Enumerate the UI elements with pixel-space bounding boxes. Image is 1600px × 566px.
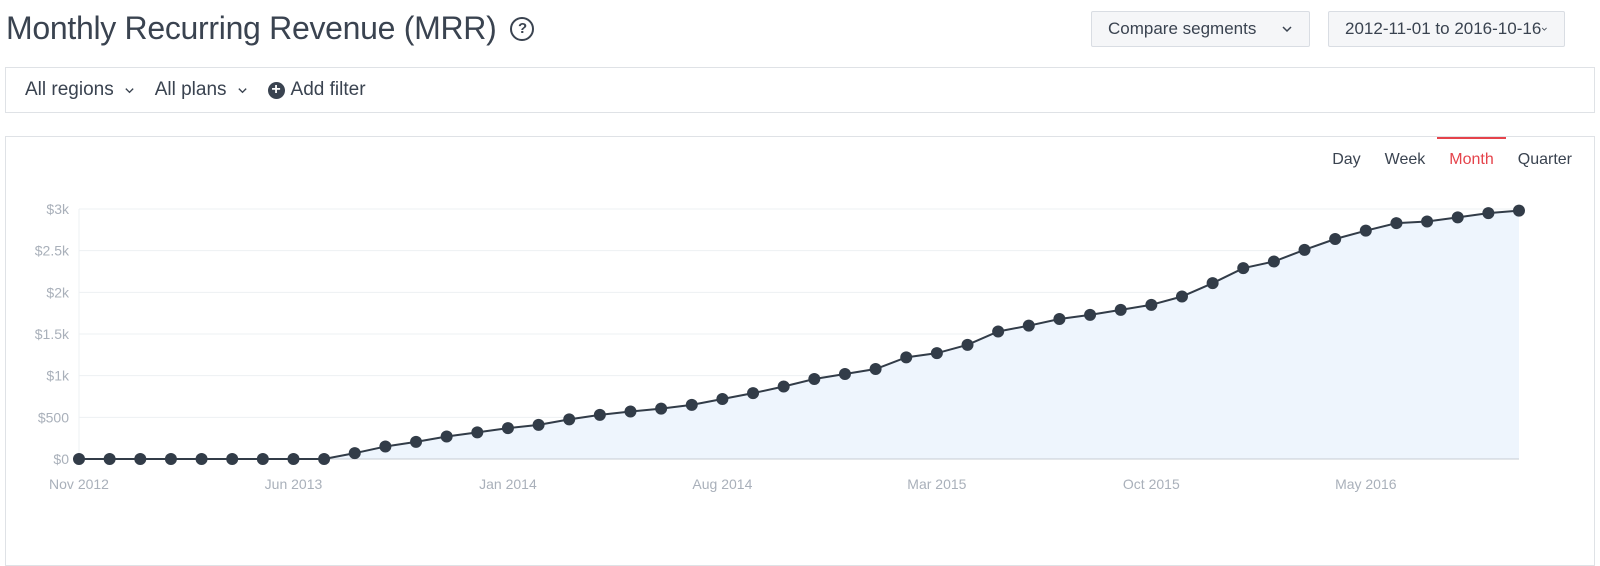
x-tick-label: Oct 2015 bbox=[1123, 476, 1180, 492]
plans-filter-dropdown[interactable]: All plans bbox=[155, 79, 248, 101]
tab-day[interactable]: Day bbox=[1332, 151, 1361, 168]
data-point bbox=[195, 453, 208, 465]
data-point bbox=[838, 368, 851, 380]
data-point bbox=[348, 447, 361, 460]
x-tick-label: Aug 2014 bbox=[692, 476, 752, 492]
data-point bbox=[685, 398, 698, 411]
data-point bbox=[593, 408, 606, 421]
y-tick-label: $2k bbox=[46, 284, 70, 300]
x-tick-label: May 2016 bbox=[1335, 476, 1397, 492]
regions-filter-label: All regions bbox=[25, 79, 114, 100]
data-point bbox=[440, 430, 453, 443]
data-point bbox=[501, 422, 514, 435]
data-point bbox=[1206, 277, 1219, 290]
data-point bbox=[287, 453, 300, 465]
chevron-down-icon bbox=[237, 87, 247, 93]
mrr-chart: $0 $500 $1k $1.5k $2k $2.5k $3k Nov 2012 Jun 201… bbox=[35, 201, 1525, 492]
plus-circle-icon: + bbox=[267, 81, 285, 99]
data-point bbox=[563, 413, 576, 426]
data-point bbox=[992, 325, 1005, 338]
tab-week[interactable]: Week bbox=[1384, 151, 1426, 168]
data-point bbox=[1451, 211, 1464, 224]
page-title: Monthly Recurring Revenue (MRR) ? bbox=[6, 10, 535, 47]
data-point bbox=[134, 453, 147, 465]
data-point bbox=[256, 453, 269, 465]
data-point bbox=[869, 363, 882, 375]
data-point bbox=[961, 338, 974, 351]
data-point bbox=[808, 373, 821, 385]
y-tick-label: $1.5k bbox=[35, 326, 70, 342]
x-tick-label: Jan 2014 bbox=[479, 476, 537, 492]
chevron-down-icon bbox=[1282, 26, 1292, 33]
y-tick-label: $2.5k bbox=[35, 243, 70, 259]
data-point bbox=[73, 453, 85, 465]
x-tick-label: Jun 2013 bbox=[265, 476, 323, 492]
data-point bbox=[471, 426, 484, 439]
add-filter-button[interactable]: + Add filter bbox=[267, 79, 366, 101]
date-range-picker[interactable]: 2012-11-01 to 2016-10-16 bbox=[1328, 11, 1565, 47]
data-point bbox=[1482, 207, 1495, 220]
chevron-down-icon bbox=[125, 87, 134, 93]
period-tabs: Day Week Month Quarter bbox=[1320, 137, 1584, 171]
data-point bbox=[930, 347, 943, 360]
data-point bbox=[1084, 308, 1097, 321]
chevron-down-icon bbox=[1542, 27, 1548, 31]
help-icon[interactable]: ? bbox=[510, 16, 535, 41]
data-point bbox=[164, 453, 177, 465]
filter-bar: All regions All plans + Add filter bbox=[5, 67, 1595, 113]
area-fill bbox=[79, 210, 1519, 459]
tab-month[interactable]: Month bbox=[1437, 137, 1506, 171]
y-tick-label: $500 bbox=[38, 409, 69, 425]
data-point bbox=[1145, 298, 1158, 311]
regions-filter-dropdown[interactable]: All regions bbox=[25, 79, 135, 101]
data-point bbox=[777, 380, 790, 393]
compare-segments-dropdown[interactable]: Compare segments bbox=[1091, 11, 1310, 47]
data-point bbox=[624, 405, 637, 418]
data-point bbox=[655, 402, 668, 415]
data-point bbox=[1053, 313, 1066, 325]
data-point bbox=[747, 387, 760, 400]
y-tick-label: $0 bbox=[53, 451, 69, 467]
x-tick-label: Mar 2015 bbox=[907, 476, 966, 492]
add-filter-label: Add filter bbox=[290, 79, 366, 100]
plans-filter-label: All plans bbox=[154, 79, 227, 100]
data-point bbox=[1175, 290, 1188, 303]
data-point bbox=[410, 435, 423, 448]
data-point bbox=[1267, 255, 1280, 268]
data-point bbox=[900, 351, 913, 364]
data-point bbox=[1421, 215, 1434, 228]
data-point bbox=[1022, 319, 1035, 332]
y-tick-label: $1k bbox=[46, 368, 70, 384]
data-point bbox=[1114, 303, 1127, 316]
data-point bbox=[1329, 233, 1342, 245]
data-point bbox=[532, 418, 545, 431]
tab-quarter[interactable]: Quarter bbox=[1517, 151, 1572, 168]
data-point bbox=[318, 453, 331, 465]
data-point bbox=[103, 453, 116, 465]
data-point bbox=[226, 453, 239, 465]
data-point bbox=[1237, 262, 1250, 275]
data-point bbox=[1390, 217, 1403, 230]
data-point bbox=[716, 393, 729, 405]
data-point bbox=[1298, 243, 1311, 256]
y-tick-label: $3k bbox=[46, 201, 70, 217]
data-point bbox=[1513, 204, 1525, 217]
data-point bbox=[1359, 224, 1372, 237]
date-range-label: 2012-11-01 to 2016-10-16 bbox=[1345, 19, 1542, 38]
page-title-text: Monthly Recurring Revenue (MRR) bbox=[6, 10, 497, 46]
compare-segments-label: Compare segments bbox=[1108, 19, 1257, 38]
chart-panel: Day Week Month Quarter $0 $500 $1k $1.5k $2k… bbox=[5, 136, 1595, 566]
data-point bbox=[379, 440, 392, 453]
x-tick-label: Nov 2012 bbox=[49, 476, 109, 492]
